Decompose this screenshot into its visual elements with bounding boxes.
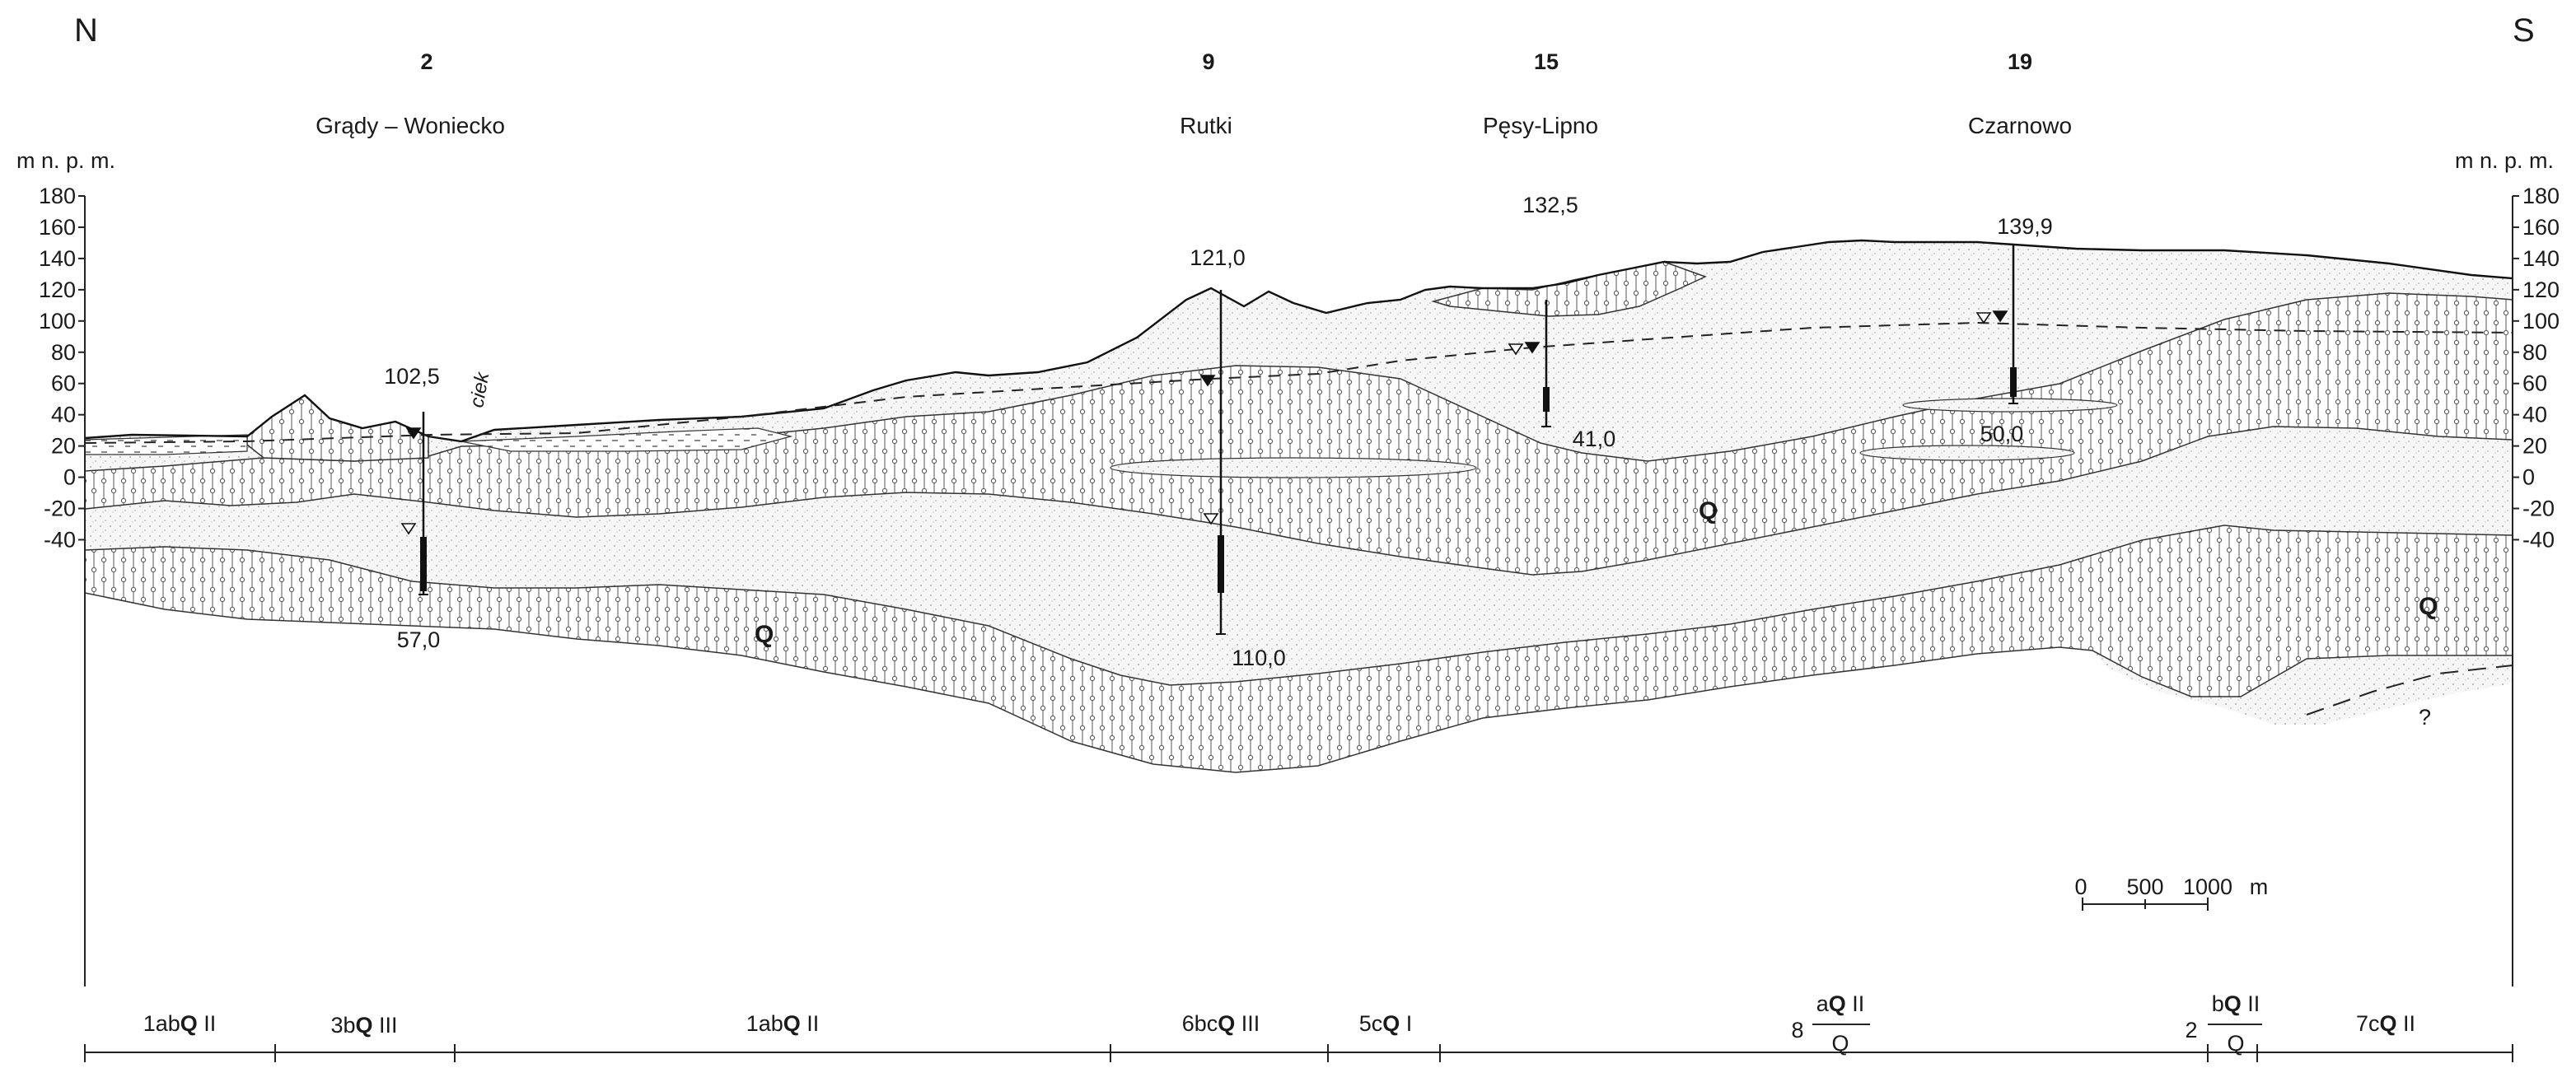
- zone-7-denominator: Q: [2227, 1031, 2244, 1056]
- aquifer-q-label-east: Q: [2419, 593, 2438, 620]
- left-tick-label: 140: [39, 246, 76, 271]
- borehole-19-locality: Czarnowo: [1968, 113, 2072, 138]
- south-label: S: [2513, 12, 2535, 49]
- hydro-regions-strip: 1abQ II 3bQ III 1abQ II 6bcQ III 5cQ I 8…: [85, 991, 2513, 1062]
- borehole-15-number: 15: [1534, 49, 1559, 74]
- right-tick-label: 180: [2522, 184, 2560, 208]
- borehole-19-screen: [2010, 367, 2017, 397]
- left-tick-label: -40: [44, 527, 76, 552]
- zone-8-label: 7cQ II: [2356, 1011, 2415, 1036]
- scale-label-1000: 1000: [2183, 874, 2232, 899]
- zone-2-label: 3bQ III: [330, 1013, 397, 1038]
- borehole-19-bottom-elevation: 50,0: [1980, 422, 2024, 446]
- sand-lens-czarnowo-upper: [1903, 399, 2117, 412]
- right-tick-label: 160: [2522, 215, 2560, 240]
- left-tick-label: 100: [39, 309, 76, 333]
- borehole-2-number: 2: [420, 49, 432, 74]
- right-tick-label: 120: [2522, 277, 2560, 302]
- right-tick-label: 0: [2522, 465, 2535, 490]
- sand-lens-czarnowo-lower: [1860, 445, 2074, 460]
- north-label: N: [74, 12, 98, 49]
- west-hill-till: [247, 395, 428, 461]
- left-tick-label: 180: [39, 184, 76, 208]
- right-tick-label: 100: [2522, 309, 2560, 333]
- zone-3-label: 1abQ II: [746, 1011, 820, 1036]
- borehole-15-locality: Pęsy-Lipno: [1483, 113, 1598, 138]
- stream-label: ciek: [465, 369, 493, 409]
- scale-label-500: 500: [2126, 874, 2163, 899]
- left-tick-label: 60: [51, 371, 76, 396]
- right-tick-label: 20: [2522, 434, 2547, 459]
- borehole-19-top-elevation: 139,9: [1997, 214, 2053, 239]
- left-axis-unit: m n. p. m.: [16, 148, 115, 173]
- right-tick-label: -40: [2522, 527, 2555, 552]
- borehole-9-bottom-elevation: 110,0: [1232, 646, 1286, 670]
- borehole-15-screen: [1543, 387, 1550, 412]
- borehole-15-bottom-elevation: 41,0: [1573, 427, 1616, 451]
- borehole-2-top-elevation: 102,5: [384, 364, 440, 389]
- scale-unit: m: [2250, 874, 2269, 899]
- borehole-2-bottom-elevation: 57,0: [397, 627, 441, 652]
- borehole-2-screen: [420, 537, 427, 591]
- borehole-19-number: 19: [2008, 49, 2032, 74]
- sand-lens-rutki: [1110, 458, 1476, 478]
- aquifer-q-label-west: Q: [755, 621, 774, 648]
- aquifer-q-label-center: Q: [1699, 497, 1718, 525]
- right-tick-label: 80: [2522, 340, 2547, 365]
- left-tick-label: 80: [51, 340, 76, 365]
- left-tick-label: 120: [39, 277, 76, 302]
- left-tick-label: 0: [63, 465, 76, 490]
- zone-5-label: 5cQ I: [1359, 1011, 1413, 1036]
- left-tick-label: -20: [44, 497, 76, 521]
- borehole-9-screen: [1218, 535, 1224, 593]
- right-axis-unit: m n. p. m.: [2455, 148, 2554, 173]
- right-tick-label: 60: [2522, 371, 2547, 396]
- left-tick-label: 40: [51, 403, 76, 427]
- zone-1-label: 1abQ II: [143, 1011, 217, 1036]
- right-tick-label: -20: [2522, 497, 2555, 521]
- borehole-9-top-elevation: 121,0: [1190, 245, 1246, 270]
- borehole-9-locality: Rutki: [1180, 113, 1232, 138]
- scale-label-0: 0: [2074, 874, 2087, 899]
- left-tick-label: 20: [51, 434, 76, 459]
- unknown-boundary-mark: ?: [2419, 705, 2431, 730]
- borehole-9-number: 9: [1202, 49, 1214, 74]
- zone-7-numerator: bQ II: [2212, 991, 2260, 1016]
- zone-6-denominator: Q: [1831, 1031, 1849, 1056]
- zone-4-label: 6bcQ III: [1182, 1011, 1260, 1036]
- left-tick-label: 160: [39, 215, 76, 240]
- borehole-2-locality: Grądy – Woniecko: [316, 113, 505, 138]
- borehole-15-top-elevation: 132,5: [1522, 193, 1578, 217]
- right-tick-label: 140: [2522, 246, 2560, 271]
- zone-6-prefix: 8: [1791, 1018, 1803, 1042]
- right-tick-label: 40: [2522, 403, 2547, 427]
- zone-7-prefix: 2: [2185, 1018, 2197, 1042]
- zone-6-numerator: aQ II: [1816, 991, 1865, 1016]
